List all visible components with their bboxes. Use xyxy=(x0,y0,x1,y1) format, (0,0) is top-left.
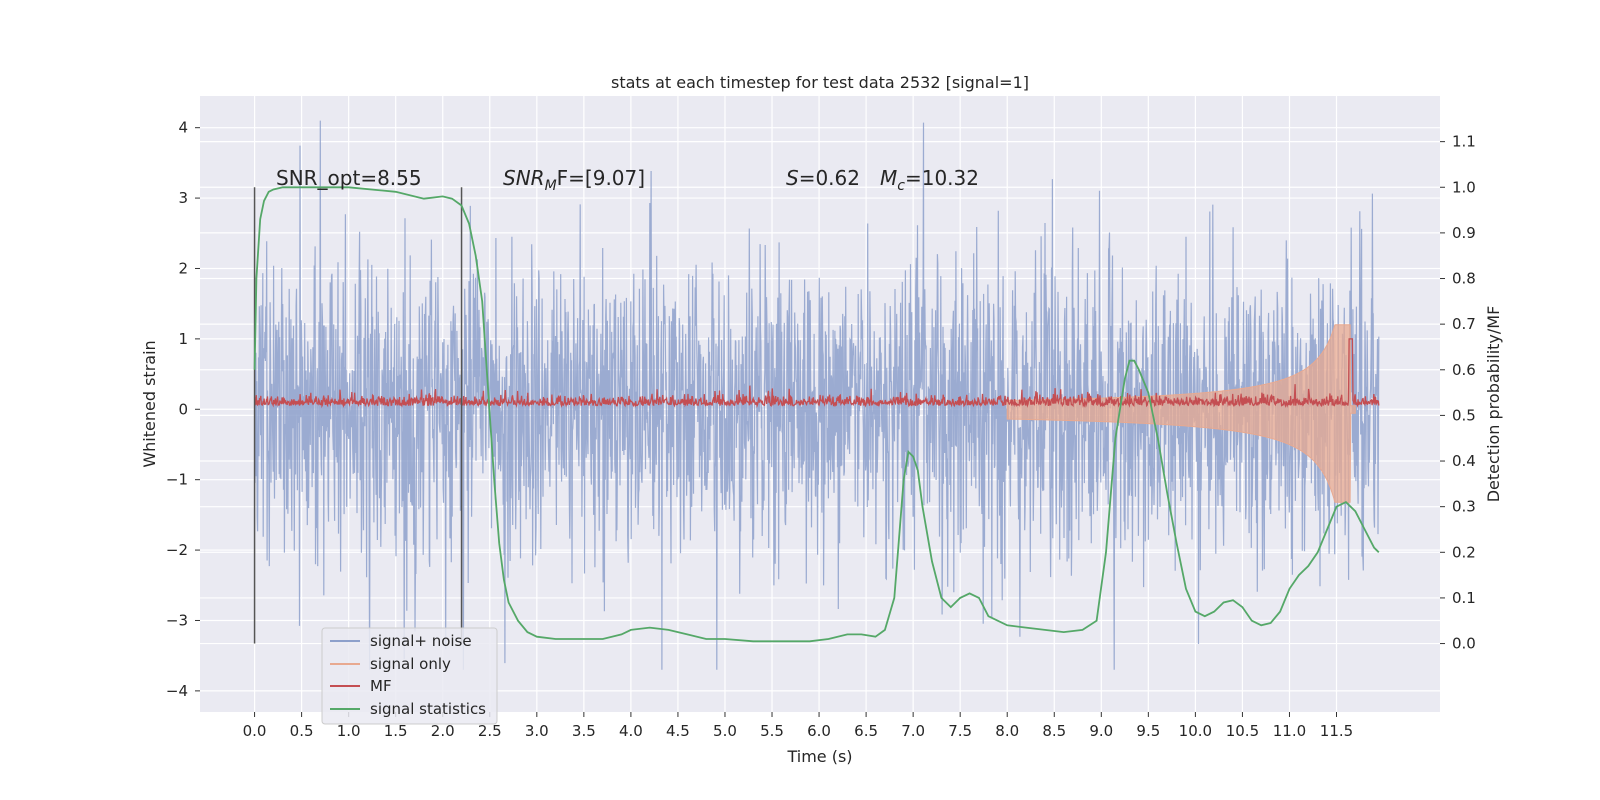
x-axis-label: Time (s) xyxy=(786,747,852,766)
left-tick-label: −2 xyxy=(166,541,188,559)
x-tick-label: 1.5 xyxy=(384,722,408,740)
x-tick-label: 5.5 xyxy=(760,722,784,740)
x-tick-label: 8.5 xyxy=(1042,722,1066,740)
annotation-s-value: =0.62 xyxy=(799,166,860,190)
x-tick-label: 7.0 xyxy=(901,722,925,740)
x-tick-label: 2.5 xyxy=(478,722,502,740)
left-tick-label: 0 xyxy=(178,400,188,418)
series-layer xyxy=(253,120,1380,670)
legend-box xyxy=(321,627,498,725)
right-tick-label: 0.3 xyxy=(1452,498,1476,516)
right-tick-label: 0.7 xyxy=(1452,315,1476,333)
right-tick-label: 0.4 xyxy=(1452,452,1476,470)
right-axis-ticks: 0.0 0.1 0.2 0.3 0.4 0.5 0.6 0.7 0.8 0.9 1.0 1.1 xyxy=(1440,133,1476,653)
legend: signal+ noise signal only MF signal stat… xyxy=(321,627,498,725)
series-mf xyxy=(253,338,1380,409)
x-tick-label: 1.0 xyxy=(337,722,361,740)
x-axis-ticks: 0.0 0.5 1.0 1.5 2.0 2.5 3.0 3.5 4.0 4.5 5.0 5.5 6.0 6… xyxy=(243,712,1353,740)
legend-label-signal-noise: signal+ noise xyxy=(370,632,472,650)
right-tick-label: 0.9 xyxy=(1452,224,1476,242)
x-tick-label: 3.5 xyxy=(572,722,596,740)
annotation-snr-mf: SNRMF=[9.07] xyxy=(503,166,645,194)
annotation-mc-symbol: M xyxy=(880,166,897,190)
series-signal-statistics xyxy=(253,186,1380,643)
right-tick-label: 1.1 xyxy=(1452,133,1476,151)
x-tick-label: 11.5 xyxy=(1320,722,1353,740)
right-axis-label: Detection probability/MF xyxy=(1484,306,1503,503)
right-tick-label: 0.5 xyxy=(1452,406,1476,424)
annotation-snr-mf-value: F=[9.07] xyxy=(557,166,645,190)
annotation-mc: Mc=10.32 xyxy=(880,166,979,194)
legend-label-signal-only: signal only xyxy=(370,655,451,673)
right-tick-label: 0.1 xyxy=(1452,589,1476,607)
x-tick-label: 0.0 xyxy=(243,722,267,740)
left-tick-label: 2 xyxy=(178,259,188,277)
x-tick-label: 6.5 xyxy=(854,722,878,740)
x-tick-label: 10.5 xyxy=(1226,722,1259,740)
chart-title: stats at each timestep for test data 253… xyxy=(611,73,1029,92)
right-tick-label: 1.0 xyxy=(1452,178,1476,196)
x-tick-label: 9.0 xyxy=(1089,722,1113,740)
x-tick-label: 4.0 xyxy=(619,722,643,740)
x-tick-label: 2.0 xyxy=(431,722,455,740)
annotation-s: S=0.62 xyxy=(786,166,860,190)
x-tick-label: 7.5 xyxy=(948,722,972,740)
right-tick-label: 0.6 xyxy=(1452,361,1476,379)
left-tick-label: −3 xyxy=(166,611,188,629)
legend-label-signal-statistics: signal statistics xyxy=(370,700,486,718)
series-signal-noise xyxy=(254,120,1380,670)
annotation-mc-subscript: c xyxy=(897,178,905,194)
x-tick-label: 9.5 xyxy=(1136,722,1160,740)
series-signal-only xyxy=(1006,324,1356,503)
annotation-snr-mf-subscript: M xyxy=(545,178,557,194)
x-tick-label: 11.0 xyxy=(1273,722,1306,740)
right-tick-label: 0.8 xyxy=(1452,270,1476,288)
left-axis-ticks: −4 −3 −2 −1 0 1 2 3 4 xyxy=(166,119,200,700)
x-tick-label: 8.0 xyxy=(995,722,1019,740)
x-tick-label: 5.0 xyxy=(713,722,737,740)
left-tick-label: 1 xyxy=(178,330,188,348)
annotation-mc-value: =10.32 xyxy=(905,166,979,190)
legend-label-mf: MF xyxy=(370,677,392,695)
left-tick-label: 4 xyxy=(178,119,188,137)
x-tick-label: 6.0 xyxy=(807,722,831,740)
left-tick-label: −4 xyxy=(166,682,188,700)
x-tick-label: 10.0 xyxy=(1179,722,1212,740)
x-tick-label: 4.5 xyxy=(666,722,690,740)
right-tick-label: 0.2 xyxy=(1452,543,1476,561)
left-tick-label: −1 xyxy=(166,471,188,489)
x-tick-label: 0.5 xyxy=(290,722,314,740)
left-tick-label: 3 xyxy=(178,189,188,207)
left-axis-label: Whitened strain xyxy=(140,340,159,467)
annotation-snr-mf-symbol: SNR xyxy=(503,166,545,190)
x-tick-label: 3.0 xyxy=(525,722,549,740)
annotation-snr-opt: SNR_opt=8.55 xyxy=(276,166,422,190)
annotation-s-symbol: S xyxy=(786,166,799,190)
right-tick-label: 0.0 xyxy=(1452,635,1476,653)
